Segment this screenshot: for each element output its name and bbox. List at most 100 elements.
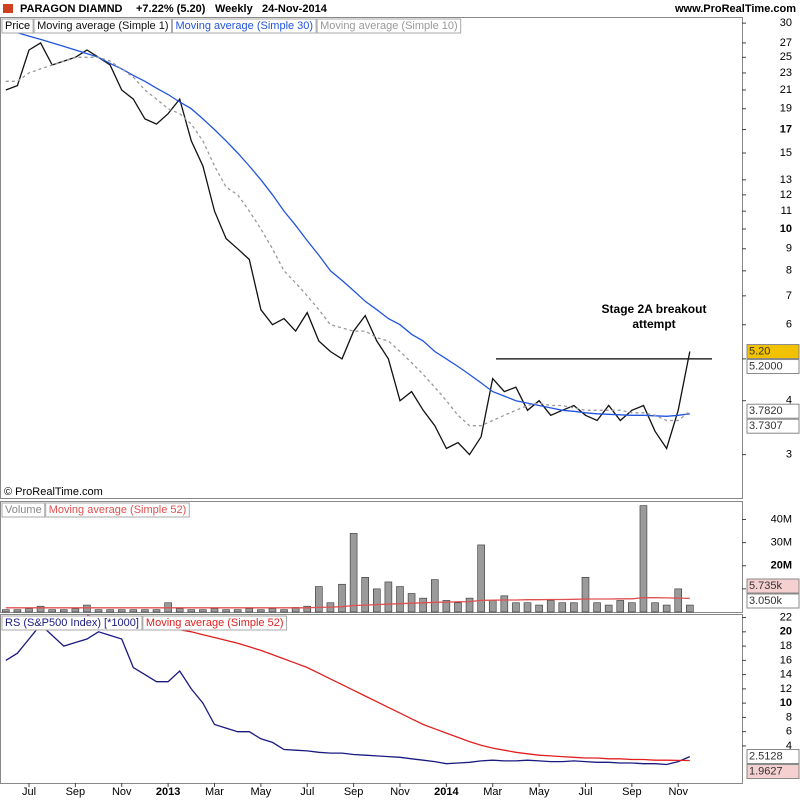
y-tick-label: 14 xyxy=(780,669,792,681)
legend-entry: Volume xyxy=(5,504,42,516)
volume-bar xyxy=(315,586,323,613)
volume-bar xyxy=(616,600,625,613)
last-value-label: 3.7307 xyxy=(749,420,783,432)
volume-bar xyxy=(117,609,126,613)
volume-bar xyxy=(477,544,485,613)
x-tick-label: Jul xyxy=(300,786,314,798)
last-value-label: 5.735k xyxy=(749,580,783,592)
x-tick-label: Nov xyxy=(112,786,132,798)
volume-bar xyxy=(48,609,56,613)
date: 24-Nov-2014 xyxy=(262,3,328,15)
y-tick-label: 30 xyxy=(780,17,792,29)
copyright: © ProRealTime.com xyxy=(4,486,103,498)
app-icon xyxy=(3,4,13,13)
volume-bar xyxy=(303,605,312,613)
last-value-box xyxy=(746,403,800,419)
volume-bar xyxy=(187,609,196,613)
volume-bar xyxy=(465,597,474,613)
volume-bar xyxy=(175,608,184,613)
y-tick-label: 19 xyxy=(780,103,792,115)
volume-bar xyxy=(25,608,33,613)
last-value-box xyxy=(746,344,800,360)
y-tick-label: 30M xyxy=(771,537,792,549)
last-value-box xyxy=(746,359,800,375)
volume-bar xyxy=(59,609,68,613)
y-tick-label: 22 xyxy=(780,611,792,623)
last-value-box xyxy=(746,418,800,434)
volume-bar xyxy=(523,602,532,613)
volume-bar xyxy=(199,609,207,613)
volume-bar xyxy=(338,583,346,613)
volume-bar xyxy=(349,533,358,613)
volume-bar xyxy=(396,586,404,613)
volume-bar xyxy=(628,602,636,613)
volume-bar xyxy=(361,577,369,613)
y-tick-label: 6 xyxy=(786,319,792,331)
legend-box xyxy=(1,615,143,631)
legend-entry: Moving average (Simple 52) xyxy=(146,617,284,629)
legend-box xyxy=(142,615,287,631)
period: Weekly xyxy=(215,3,254,15)
x-tick-label: Mar xyxy=(483,786,502,798)
x-tick-label: Sep xyxy=(66,786,86,798)
legend-box xyxy=(1,502,46,518)
x-tick-label: Mar xyxy=(205,786,224,798)
volume-bar xyxy=(686,604,694,613)
y-tick-label: 12 xyxy=(780,189,792,201)
x-tick-label: Nov xyxy=(390,786,410,798)
volume-bar xyxy=(454,602,462,613)
volume-bar xyxy=(373,588,381,613)
y-tick-label: 18 xyxy=(780,640,792,652)
last-value-label: 3.050k xyxy=(749,595,783,607)
last-value-label: 5.20 xyxy=(749,345,770,357)
last-value-label: 3.7820 xyxy=(749,405,783,417)
y-tick-label: 13 xyxy=(780,174,792,186)
legend-box xyxy=(316,18,462,34)
volume-bar xyxy=(257,609,265,613)
volume-bar xyxy=(651,602,659,613)
volume-bar xyxy=(268,608,277,613)
volume-bar xyxy=(558,602,567,613)
legend-entry: Moving average (Simple 52) xyxy=(49,504,187,516)
legend-box xyxy=(1,18,34,34)
y-tick-label: 27 xyxy=(780,37,792,49)
volume-bar xyxy=(222,609,230,613)
volume-bar xyxy=(71,608,80,613)
y-tick-label: 25 xyxy=(780,51,792,63)
x-tick-label: Sep xyxy=(344,786,364,798)
series-line xyxy=(5,56,691,427)
y-tick-label: 10 xyxy=(780,697,792,709)
y-tick-label: 9 xyxy=(786,243,792,255)
x-tick-label: 2013 xyxy=(156,786,180,798)
volume-bar xyxy=(442,600,451,613)
series-line xyxy=(5,597,690,609)
volume-bar xyxy=(210,608,219,613)
last-value-box xyxy=(746,578,800,594)
y-tick-label: 6 xyxy=(786,726,792,738)
volume-bar xyxy=(280,609,288,613)
y-tick-label: 20 xyxy=(780,626,792,638)
volume-bar xyxy=(535,604,543,613)
last-value-box xyxy=(746,764,800,780)
last-value-box xyxy=(746,749,800,765)
legend-box xyxy=(33,18,173,34)
last-value-label: 5.2000 xyxy=(749,360,783,372)
x-tick-label: Jul xyxy=(22,786,36,798)
last-value-label: 2.5128 xyxy=(749,750,783,762)
last-value-box xyxy=(746,593,800,609)
series-line xyxy=(5,623,691,766)
annotation: Stage 2A breakout attempt xyxy=(601,302,707,331)
volume-bar xyxy=(512,602,520,613)
legend-entry: Moving average (Simple 30) xyxy=(176,20,314,32)
volume-bar xyxy=(488,600,497,613)
y-tick-label: 4 xyxy=(786,395,792,407)
series-line xyxy=(5,41,691,456)
x-tick-label: May xyxy=(529,786,550,798)
volume-bar xyxy=(94,609,103,613)
y-tick-label: 7 xyxy=(786,290,792,302)
volume-bar xyxy=(152,609,161,613)
series-line xyxy=(86,614,690,762)
y-tick-label: 15 xyxy=(780,147,792,159)
legend-entry: Price xyxy=(5,20,30,32)
y-tick-label: 17 xyxy=(780,123,792,135)
